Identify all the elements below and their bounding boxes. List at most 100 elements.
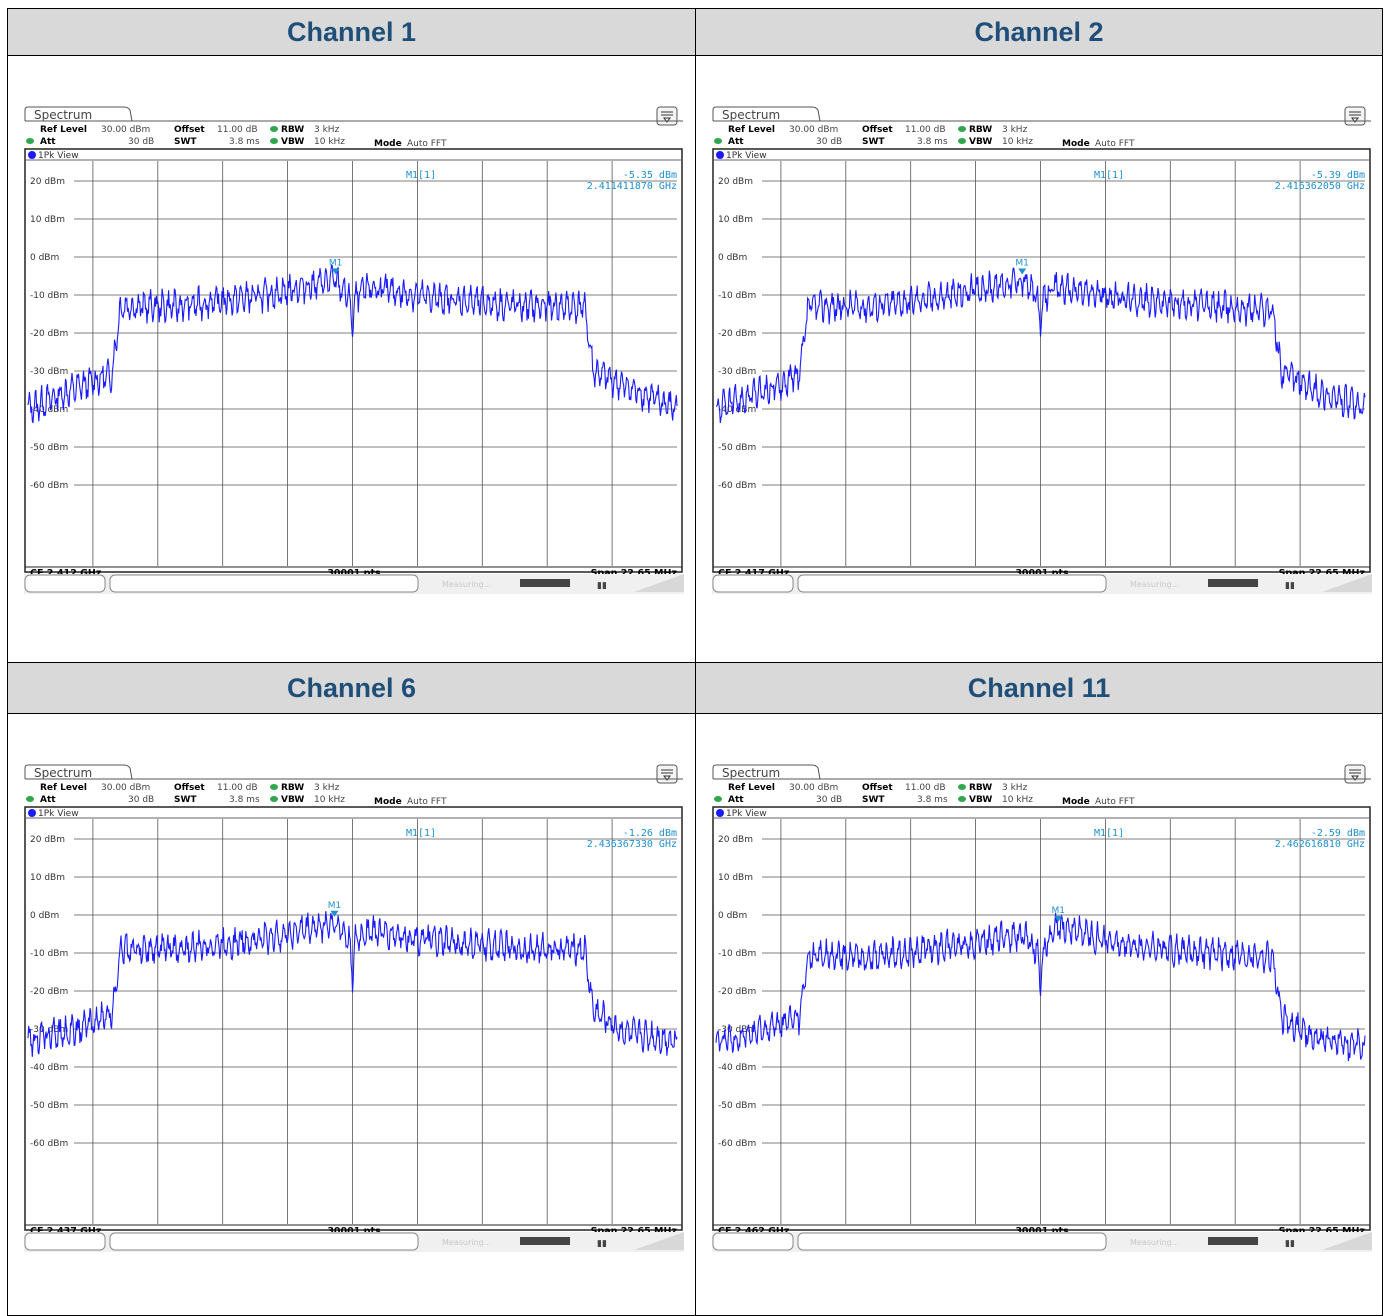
ref-level-label: Ref Level — [728, 125, 775, 135]
span-label: Span 22.65 MHz — [591, 1226, 678, 1237]
rbw-coupled-dot — [958, 126, 966, 132]
spectrum-tab-label: Spectrum — [34, 108, 92, 122]
vbw-label: VBW — [969, 795, 992, 805]
mode-value: Auto FFT — [407, 139, 447, 149]
marker-level-readout: -1.26 dBm — [623, 828, 677, 839]
view-label: 1Pk View — [726, 809, 767, 819]
swt-label: SWT — [174, 137, 197, 147]
rbw-value: 3 kHz — [314, 125, 340, 135]
channel-11-header: Channel 11 — [695, 662, 1383, 714]
vbw-label: VBW — [281, 795, 304, 805]
status-bar: Measuring... ▮▮ — [24, 1232, 684, 1252]
offset-value: 11.00 dB — [217, 125, 258, 135]
att-value: 30 dB — [816, 137, 842, 147]
spectrum-tab-label: Spectrum — [722, 108, 780, 122]
status-glyph: ▮▮ — [1285, 1239, 1295, 1249]
trace-indicator — [28, 151, 36, 159]
y-tick-label: 0 dBm — [718, 911, 747, 921]
spectrum-trace — [27, 263, 678, 424]
status-text: Measuring... — [1130, 580, 1179, 589]
swt-value: 3.8 ms — [917, 137, 948, 147]
y-tick-label: -50 dBm — [718, 1101, 756, 1111]
rbw-label: RBW — [281, 783, 304, 793]
progress-bar — [1208, 1237, 1258, 1245]
swt-value: 3.8 ms — [229, 137, 260, 147]
status-field-left — [24, 1232, 106, 1251]
channel-6-cell: Spectrum Ref Level 30.00 dBm Offset 11.00 dB… — [7, 713, 696, 1316]
y-tick-label: 10 dBm — [30, 873, 65, 883]
vbw-coupled-dot — [270, 796, 278, 802]
mode-value: Auto FFT — [1095, 139, 1135, 149]
y-tick-label: -30 dBm — [30, 367, 68, 377]
offset-label: Offset — [862, 783, 893, 793]
offset-value: 11.00 dB — [905, 783, 946, 793]
channel-2-header: Channel 2 — [695, 8, 1383, 56]
offset-label: Offset — [174, 125, 205, 135]
vbw-label: VBW — [281, 137, 304, 147]
vbw-value: 10 kHz — [1002, 137, 1033, 147]
status-bar: Measuring... ▮▮ — [24, 574, 684, 594]
channel-2-title: Channel 2 — [974, 16, 1104, 47]
status-field-left — [712, 574, 794, 593]
y-tick-label: 20 dBm — [30, 835, 65, 845]
span-label: Span 22.65 MHz — [1279, 1226, 1366, 1237]
marker-m1-triangle — [1018, 268, 1027, 275]
mode-label: Mode — [1062, 139, 1090, 149]
progress-bar — [1208, 579, 1258, 587]
vbw-label: VBW — [969, 137, 992, 147]
y-tick-label: -40 dBm — [30, 1063, 68, 1073]
filter-icon-glyph — [661, 769, 673, 781]
rbw-label: RBW — [281, 125, 304, 135]
marker-m1-triangle — [330, 910, 339, 917]
att-coupled-dot — [714, 138, 722, 144]
progress-bar — [520, 1237, 570, 1245]
y-tick-label: -60 dBm — [718, 1139, 756, 1149]
att-value: 30 dB — [816, 795, 842, 805]
ref-level-value: 30.00 dBm — [789, 125, 838, 135]
marker-m1-triangle — [331, 268, 340, 275]
points-label: 30001 pts — [1015, 1226, 1069, 1237]
y-tick-label: -10 dBm — [718, 291, 756, 301]
rbw-value: 3 kHz — [314, 783, 340, 793]
points-label: 30001 pts — [1015, 568, 1069, 579]
vbw-value: 10 kHz — [314, 137, 345, 147]
status-bar: Measuring... ▮▮ — [712, 1232, 1372, 1252]
center-frequency-label: CF 2.462 GHz — [718, 1226, 790, 1237]
status-bar-corner — [634, 1232, 684, 1250]
mode-label: Mode — [374, 797, 402, 807]
att-value: 30 dB — [128, 137, 154, 147]
mode-value: Auto FFT — [407, 797, 447, 807]
rbw-coupled-dot — [270, 126, 278, 132]
spectrum-tab — [24, 106, 133, 122]
spectrum-tab — [712, 106, 821, 122]
spectrum-chart: Spectrum Ref Level 30.00 dBm Offset 11.00 dB… — [712, 106, 1372, 594]
vbw-value: 10 kHz — [1002, 795, 1033, 805]
y-tick-label: -50 dBm — [718, 443, 756, 453]
rbw-label: RBW — [969, 783, 992, 793]
marker-frequency-readout: 2.462616810 GHz — [1275, 839, 1365, 850]
marker-frequency-readout: 2.411411870 GHz — [587, 181, 677, 192]
y-tick-label: -60 dBm — [30, 1139, 68, 1149]
y-tick-label: -10 dBm — [718, 949, 756, 959]
mode-value: Auto FFT — [1095, 797, 1135, 807]
status-glyph: ▮▮ — [1285, 581, 1295, 591]
att-coupled-dot — [714, 796, 722, 802]
rbw-coupled-dot — [270, 784, 278, 790]
y-tick-label: 20 dBm — [718, 835, 753, 845]
filter-icon-glyph — [1349, 769, 1361, 781]
points-label: 30001 pts — [327, 1226, 381, 1237]
y-tick-label: 10 dBm — [718, 873, 753, 883]
marker-m1-triangle — [1054, 915, 1063, 922]
diagram-frame — [712, 148, 1371, 573]
marker-level-readout: -5.35 dBm — [623, 170, 677, 181]
att-coupled-dot — [26, 796, 34, 802]
status-field-message — [109, 574, 419, 593]
marker-readout-label: M1[1] — [1094, 828, 1124, 839]
swt-value: 3.8 ms — [229, 795, 260, 805]
y-tick-label: -60 dBm — [718, 481, 756, 491]
ref-level-label: Ref Level — [40, 783, 87, 793]
rbw-value: 3 kHz — [1002, 125, 1028, 135]
spectrum-panel-channel-2: Spectrum Ref Level 30.00 dBm Offset 11.00 dB… — [712, 106, 1372, 596]
y-tick-label: 0 dBm — [30, 253, 59, 263]
y-tick-label: -50 dBm — [30, 1101, 68, 1111]
